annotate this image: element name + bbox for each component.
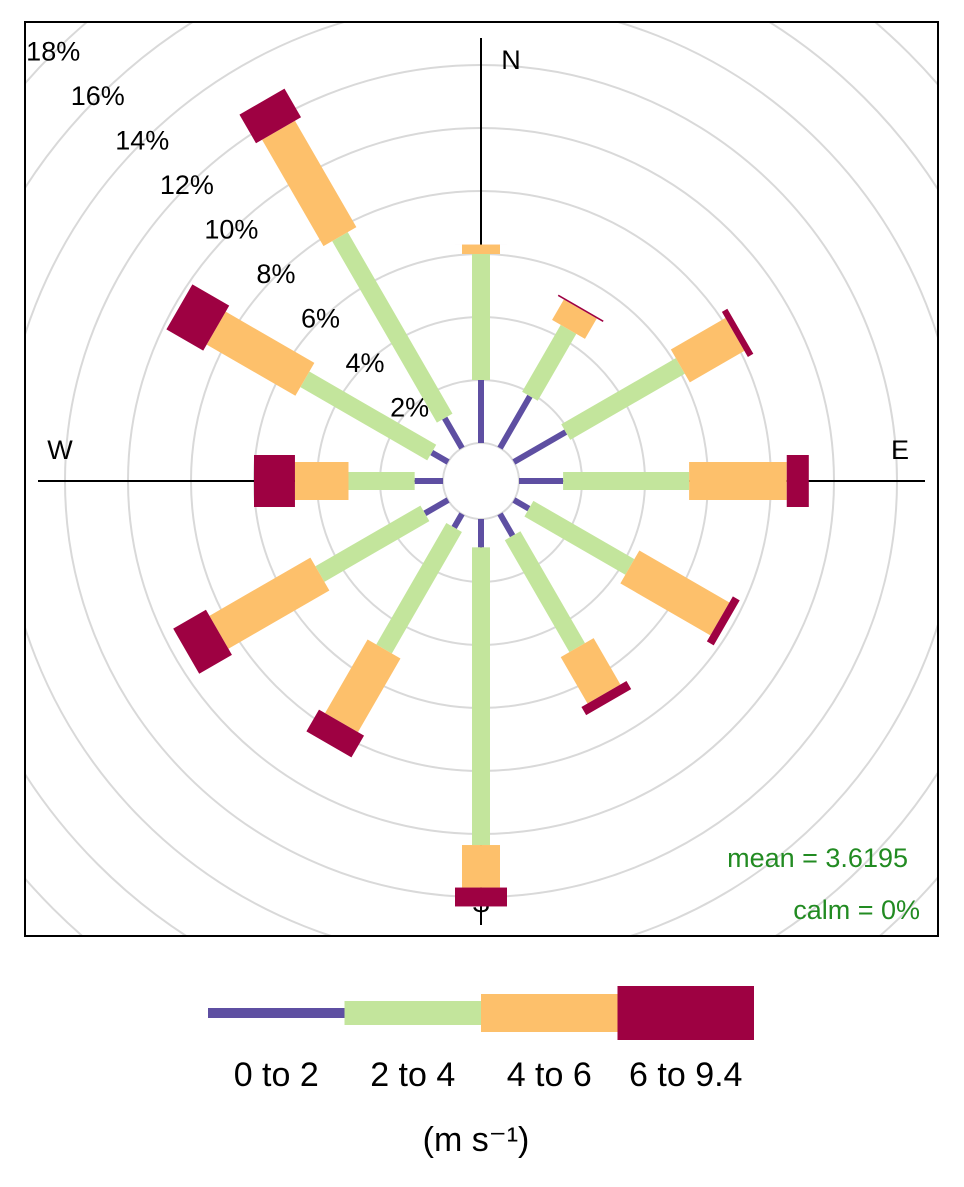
- calm-label: calm = 0%: [793, 895, 920, 925]
- bar-segment: [325, 639, 401, 733]
- bar-segment: [497, 512, 516, 538]
- bar-segment: [478, 519, 484, 548]
- bar-segment: [462, 244, 500, 254]
- bar-segment: [332, 232, 453, 423]
- bar-segment: [462, 845, 500, 888]
- direction-label: E: [891, 435, 909, 465]
- bar-segment: [306, 709, 365, 758]
- plot-border: [24, 21, 939, 937]
- bar-segment: [519, 478, 564, 484]
- bar-segment: [472, 547, 490, 846]
- bar-segment: [560, 638, 621, 704]
- bar-segment: [563, 472, 690, 490]
- bar-segment: [262, 120, 357, 247]
- bar-segment: [430, 449, 450, 465]
- bar-segment: [414, 478, 443, 484]
- bar-segment: [166, 284, 230, 351]
- y-tick-label: 4%: [346, 348, 385, 378]
- bar-segment: [239, 88, 302, 144]
- bar-segment: [451, 512, 465, 530]
- bar-segment: [209, 557, 330, 649]
- bar-segment: [557, 294, 604, 322]
- direction-label: N: [501, 45, 521, 75]
- bar-segment: [522, 324, 577, 401]
- y-tick-label: 18%: [26, 36, 80, 66]
- bar-segment: [254, 455, 295, 507]
- bar-segment: [670, 317, 745, 383]
- bar-segment: [552, 299, 597, 339]
- bar-segment: [620, 550, 730, 636]
- legend: 0 to 2 2 to 4 4 to 6 6 to 9.4: [208, 986, 754, 1094]
- y-tick-label: 14%: [115, 125, 169, 155]
- legend-swatch: [617, 986, 754, 1040]
- legend-swatch: [344, 1001, 481, 1025]
- legend-label: 6 to 9.4: [629, 1056, 742, 1094]
- bar-segment: [376, 523, 462, 654]
- bar-segment: [786, 455, 809, 507]
- legend-swatch: [481, 994, 618, 1032]
- legend-unit: (m s⁻¹): [423, 1121, 530, 1159]
- bar-segment: [315, 505, 430, 582]
- bar-segment: [504, 531, 585, 653]
- legend-swatch: [208, 1008, 345, 1018]
- bar-segment: [512, 497, 531, 512]
- bar-segment: [497, 394, 533, 450]
- direction-label: W: [47, 435, 73, 465]
- bar-segment: [524, 500, 635, 575]
- bar-segment: [423, 497, 450, 516]
- bar-segment: [206, 311, 315, 396]
- bar-segment: [348, 472, 415, 490]
- y-tick-label: 6%: [301, 304, 340, 334]
- mean-label: mean = 3.6195: [727, 843, 908, 873]
- bar-segment: [721, 308, 754, 357]
- bar-segment: [706, 596, 740, 646]
- bar-segment: [512, 429, 568, 465]
- bar-segment: [294, 462, 349, 500]
- plot-area: NESW2%4%6%8%10%12%14%16%18%: [25, 22, 938, 936]
- calm-circle: [442, 442, 520, 520]
- y-tick-label: 16%: [71, 81, 125, 111]
- legend-label: 2 to 4: [370, 1056, 455, 1094]
- bar-segment: [455, 887, 507, 907]
- legend-label: 0 to 2: [234, 1056, 319, 1094]
- bar-segment: [300, 371, 437, 461]
- y-tick-label: 10%: [204, 215, 258, 245]
- y-tick-label: 12%: [160, 170, 214, 200]
- bar-segment: [561, 358, 685, 440]
- bar-segment: [442, 416, 465, 450]
- bar-segment: [478, 380, 484, 443]
- bar-segment: [173, 609, 232, 674]
- bar-segment: [472, 254, 490, 380]
- legend-label: 4 to 6: [507, 1056, 592, 1094]
- bar-segment: [689, 462, 787, 500]
- bar-segment: [581, 680, 632, 716]
- y-tick-label: 8%: [256, 259, 295, 289]
